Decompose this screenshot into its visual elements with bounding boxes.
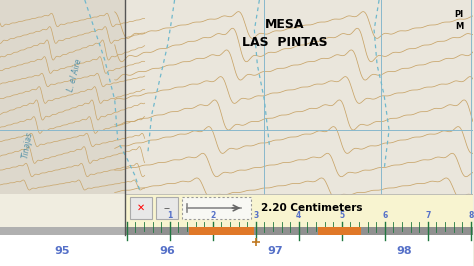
Text: 1: 1 xyxy=(167,211,173,220)
Bar xyxy=(0,227,473,235)
Text: Tinajas: Tinajas xyxy=(21,131,35,159)
Text: 2.20 Centimeters: 2.20 Centimeters xyxy=(261,203,363,213)
Text: 3: 3 xyxy=(253,211,258,220)
Text: PI: PI xyxy=(455,10,464,19)
Text: 8: 8 xyxy=(468,211,474,220)
Bar xyxy=(125,0,473,194)
Text: L. el Aire: L. el Aire xyxy=(66,58,83,92)
Bar xyxy=(189,227,254,235)
Text: 5: 5 xyxy=(339,211,345,220)
Bar xyxy=(0,0,125,194)
Text: MESA: MESA xyxy=(264,19,304,31)
Text: LAS  PINTAS: LAS PINTAS xyxy=(242,35,327,48)
Text: 98: 98 xyxy=(397,246,412,256)
Text: 7: 7 xyxy=(425,211,430,220)
Text: --: -- xyxy=(163,203,170,213)
Bar xyxy=(0,227,125,235)
Bar xyxy=(319,227,361,235)
Text: 96: 96 xyxy=(160,246,175,256)
Bar xyxy=(130,197,152,219)
Text: M: M xyxy=(455,22,463,31)
Bar xyxy=(182,197,251,219)
Bar xyxy=(125,194,473,227)
Text: 4: 4 xyxy=(296,211,301,220)
Text: 2: 2 xyxy=(210,211,215,220)
Text: 6: 6 xyxy=(382,211,387,220)
Text: ✕: ✕ xyxy=(137,203,145,213)
Text: 95: 95 xyxy=(55,246,70,256)
Bar xyxy=(0,235,473,266)
Bar xyxy=(155,197,178,219)
Text: 97: 97 xyxy=(267,246,283,256)
